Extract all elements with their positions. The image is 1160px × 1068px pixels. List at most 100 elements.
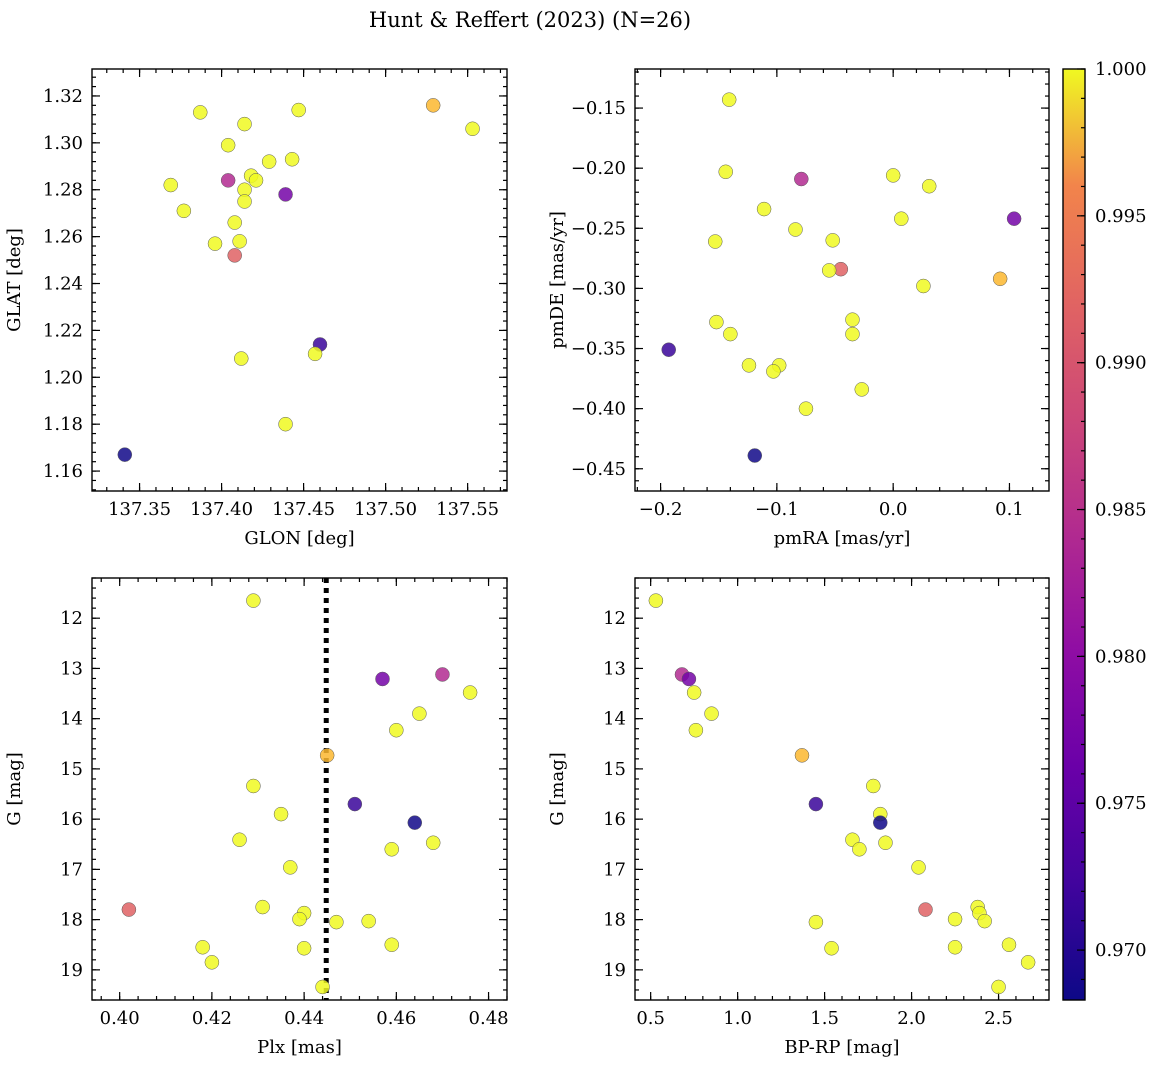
x-axis-label: pmRA [mas/yr] (774, 528, 911, 549)
y-tick-label: 1.32 (43, 86, 83, 107)
y-tick-label: 1.26 (43, 227, 83, 248)
y-tick-label: 19 (603, 960, 626, 981)
data-point (1001, 937, 1017, 952)
data-point (911, 860, 926, 875)
data-point (227, 248, 242, 263)
x-tick-label: 137.45 (272, 499, 335, 520)
data-point (462, 685, 478, 700)
colorbar-tick-label: 0.975 (1095, 793, 1147, 814)
data-point (296, 941, 312, 956)
y-tick-label: 13 (603, 658, 626, 679)
x-tick-label: 2.0 (897, 1008, 926, 1029)
data-point (648, 593, 664, 608)
data-point (220, 173, 236, 188)
x-axis-label: Plx [mas] (257, 1037, 342, 1058)
data-point (278, 416, 293, 432)
axes-frame (91, 68, 508, 492)
data-point (465, 121, 480, 137)
data-point (375, 671, 390, 687)
data-point (232, 832, 247, 847)
y-tick-label: 1.28 (43, 180, 83, 201)
data-point (788, 222, 803, 237)
panel-3: 0.40 0.42 0.44 0.46 0.48 12 13 14 15 16 17 18 19 Plx … (4, 577, 509, 1058)
data-point (947, 911, 963, 927)
data-point (825, 233, 840, 248)
data-point (292, 911, 307, 927)
y-tick-label: 17 (60, 859, 83, 880)
data-point (808, 914, 824, 930)
y-tick-label: 15 (60, 759, 83, 780)
data-point (992, 271, 1008, 287)
data-point (315, 979, 330, 995)
data-point (425, 835, 441, 851)
y-tick-label: −0.15 (571, 98, 626, 119)
y-tick-label: 19 (60, 960, 83, 981)
y-axis-label: pmDE [mas/yr] (547, 211, 568, 349)
data-point (845, 312, 860, 327)
data-point (319, 748, 335, 763)
data-point (766, 364, 781, 379)
data-point (824, 941, 839, 956)
y-axis-label: G [mag] (547, 752, 568, 825)
data-point (273, 806, 289, 822)
data-point (255, 899, 270, 915)
colorbar-gradient (1063, 69, 1085, 1000)
colorbar: 0.970 0.975 0.980 0.985 0.990 0.995 1.000 (1062, 59, 1147, 1001)
y-tick-label: −0.30 (571, 278, 626, 299)
data-point (808, 796, 824, 812)
x-tick-label: 137.40 (190, 499, 253, 520)
data-point (894, 211, 909, 226)
y-tick-label: 1.18 (43, 414, 83, 435)
data-point (278, 187, 293, 202)
data-point (193, 105, 208, 120)
data-point (407, 815, 423, 830)
data-point (756, 201, 772, 217)
x-tick-label: 137.55 (436, 499, 499, 520)
data-point (163, 177, 178, 193)
colorbar-frame (1062, 68, 1086, 1001)
data-point (220, 137, 236, 153)
x-tick-label: 0.40 (100, 1008, 140, 1029)
colorbar-tick-label: 0.995 (1095, 206, 1147, 227)
data-point (921, 178, 937, 194)
data-point (688, 722, 704, 738)
axes-frame (634, 68, 1050, 492)
x-axis-label: BP-RP [mag] (784, 1037, 899, 1058)
data-point (384, 842, 399, 857)
x-tick-label: 0.46 (376, 1008, 416, 1029)
data-point (718, 164, 733, 180)
y-tick-label: 1.30 (43, 133, 83, 154)
data-point (204, 955, 220, 970)
y-tick-label: 16 (60, 809, 83, 830)
y-tick-label: 1.24 (43, 274, 83, 295)
x-axis-label: GLON [deg] (244, 528, 354, 549)
data-point (232, 234, 247, 249)
data-point (885, 168, 901, 183)
x-tick-label: 2.5 (984, 1008, 1013, 1029)
data-point (246, 778, 261, 794)
x-tick-label: 0.44 (284, 1008, 324, 1029)
panel-4: 0.5 1.0 1.5 2.0 2.5 12 13 14 15 16 17 18 19 BP-RP [ma… (547, 577, 1050, 1058)
data-point (821, 263, 837, 278)
data-point (798, 401, 814, 416)
data-point (425, 98, 441, 113)
data-point (866, 778, 881, 794)
x-tick-label: 0.42 (192, 1008, 232, 1029)
data-point (873, 815, 888, 830)
y-tick-label: −0.35 (571, 339, 626, 360)
x-tick-label: 0.5 (636, 1008, 665, 1029)
data-point (117, 447, 133, 462)
data-point (307, 346, 323, 362)
y-tick-label: 18 (603, 910, 626, 931)
y-tick-label: 1.22 (43, 320, 83, 341)
data-point (283, 860, 298, 875)
data-point (704, 706, 719, 721)
panel-1: 137.35 137.40 137.45 137.50 137.55 1.16 1.18 1.… (4, 68, 508, 549)
data-point (195, 940, 210, 955)
y-tick-label: −0.45 (571, 459, 626, 480)
data-point (121, 902, 137, 917)
data-point (412, 706, 427, 721)
data-point (878, 835, 893, 851)
y-tick-label: 12 (603, 608, 626, 629)
data-point (661, 342, 676, 357)
